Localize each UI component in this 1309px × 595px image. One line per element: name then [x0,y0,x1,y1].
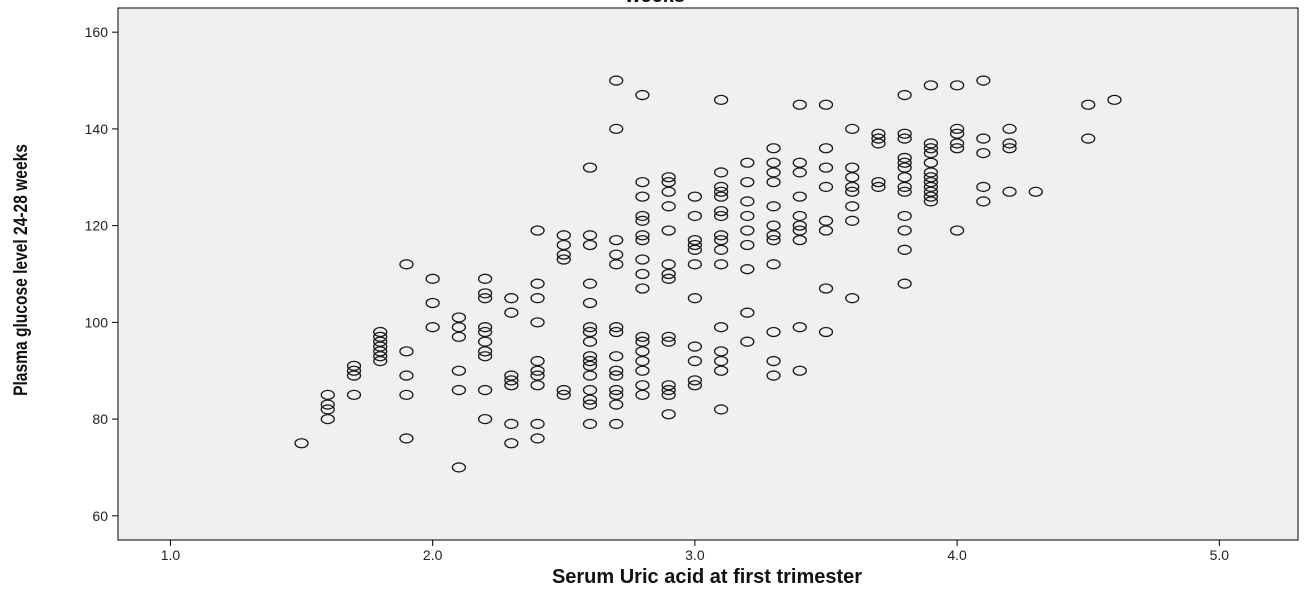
y-tick-label: 80 [92,411,108,427]
plot-area [118,8,1298,540]
y-tick-label: 60 [92,508,108,524]
x-tick-label: 5.0 [1210,547,1230,563]
x-axis-title: Serum Uric acid at first trimester [552,566,862,588]
x-tick-label: 1.0 [161,547,181,563]
y-tick-label: 140 [85,121,109,137]
x-axis: 1.0 2.0 3.0 4.0 5.0 [161,540,1230,563]
y-axis: 60 80 100 120 140 160 [85,24,118,524]
x-tick-label: 4.0 [947,547,967,563]
y-tick-label: 120 [85,218,109,234]
y-tick-label: 160 [85,24,109,40]
x-tick-label: 2.0 [423,547,443,563]
y-tick-label: 100 [85,314,109,330]
x-tick-label: 3.0 [685,547,705,563]
chart-title: weeks [624,0,685,7]
y-axis-title: Plasma glucose level 24-28 weeks [10,144,32,396]
